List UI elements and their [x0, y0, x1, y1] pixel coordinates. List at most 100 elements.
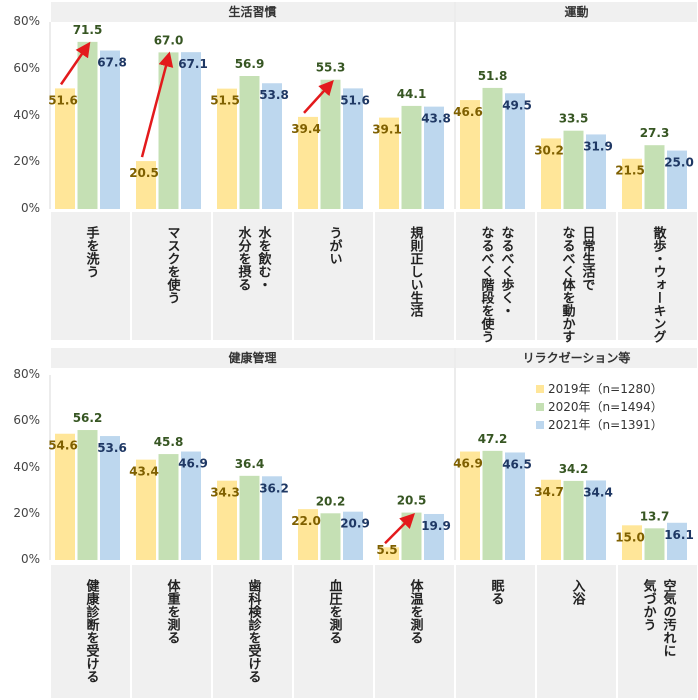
bar: [667, 522, 687, 560]
data-label: 51.6: [340, 93, 370, 107]
data-label: 20.5: [129, 166, 159, 180]
bar: [424, 513, 444, 560]
bar: [298, 509, 318, 560]
bar: [55, 433, 75, 560]
data-label: 43.4: [129, 465, 159, 479]
data-label: 13.7: [640, 509, 670, 523]
bar: [622, 158, 642, 209]
category-cell: マスクを使う: [132, 212, 211, 340]
data-label: 20.5: [397, 494, 427, 508]
category-label: なるべく歩く・ なるべく階段を使う: [478, 226, 514, 343]
bar: [379, 547, 399, 560]
bar: [262, 476, 282, 560]
bar: [320, 513, 341, 560]
bar: [401, 105, 422, 209]
category-label: 体温を測る: [407, 579, 423, 644]
data-label: 34.3: [210, 486, 240, 500]
data-label: 31.9: [583, 139, 613, 153]
bar: [586, 480, 606, 560]
bar: [298, 116, 318, 209]
bar: [460, 451, 480, 560]
bar: [482, 450, 503, 560]
data-label: 71.5: [73, 23, 103, 37]
data-label: 67.8: [97, 56, 127, 70]
category-cell: 空気の汚れに 気づかう: [618, 565, 697, 698]
category-cell: 散歩・ウォーキング: [618, 212, 697, 343]
trend-arrow: [384, 513, 416, 545]
bar: [424, 106, 444, 209]
data-label: 55.3: [316, 61, 346, 75]
bar: [667, 150, 687, 209]
data-label: 67.0: [154, 33, 184, 47]
data-label: 19.9: [421, 519, 451, 533]
bar: [401, 512, 422, 560]
bar: [541, 479, 561, 560]
data-label: 34.2: [559, 462, 589, 476]
bar: [622, 525, 642, 560]
legend-label: 2019年（n=1280）: [548, 382, 663, 396]
data-label: 43.8: [421, 112, 451, 126]
data-label: 25.0: [664, 156, 694, 170]
bar: [239, 75, 260, 209]
category-label: 散歩・ウォーキング: [650, 226, 666, 343]
data-label: 36.4: [235, 457, 265, 471]
data-label: 67.1: [178, 57, 208, 71]
y-tick-label: 40%: [13, 459, 40, 474]
category-label: 眠る: [488, 579, 504, 605]
data-label: 46.6: [453, 105, 483, 119]
category-label: マスクを使う: [164, 226, 180, 304]
bar: [55, 88, 75, 209]
category-cell: 血圧を測る: [294, 565, 373, 698]
bar: [379, 117, 399, 209]
data-label: 49.5: [502, 98, 532, 112]
bar: [217, 480, 237, 560]
category-cell: 体重を測る: [132, 565, 211, 698]
bar: [100, 50, 120, 209]
bar: [158, 52, 179, 210]
y-tick-label: 0%: [20, 552, 40, 566]
bar: [586, 134, 606, 209]
data-label: 5.5: [376, 543, 397, 557]
bar: [136, 161, 156, 209]
data-label: 16.1: [664, 528, 694, 542]
data-label: 53.6: [97, 441, 127, 455]
data-label: 39.1: [372, 123, 402, 137]
bar: [644, 145, 665, 209]
data-label: 51.6: [48, 93, 78, 107]
trend-arrow: [303, 80, 334, 114]
data-label: 34.4: [583, 485, 613, 499]
data-label: 34.7: [534, 485, 564, 499]
category-label: 規則正しい生活: [407, 226, 423, 317]
data-label: 46.9: [178, 457, 208, 471]
bar: [343, 88, 363, 209]
legend: 2019年（n=1280） 2020年（n=1494） 2021年（n=1391…: [536, 380, 663, 434]
y-tick-label: 20%: [13, 505, 40, 520]
data-label: 21.5: [615, 164, 645, 178]
section-header: 生活習慣: [51, 2, 454, 22]
legend-item-2019: 2019年（n=1280）: [536, 380, 663, 398]
data-label: 56.9: [235, 57, 265, 71]
category-label: 入浴: [569, 579, 585, 605]
y-tick-label: 60%: [13, 413, 40, 428]
y-tick-label: 40%: [13, 107, 40, 122]
y-tick-label: 60%: [13, 60, 40, 75]
category-cell: 入浴: [537, 565, 616, 698]
category-label: 日常生活で なるべく体を動かす: [559, 226, 595, 343]
legend-item-2020: 2020年（n=1494）: [536, 398, 663, 416]
data-label: 56.2: [73, 411, 103, 425]
bar: [77, 41, 98, 210]
category-cell: うがい: [294, 212, 373, 340]
bar: [181, 451, 201, 560]
bar: [644, 528, 665, 560]
y-tick-label: 80%: [13, 367, 40, 381]
data-label: 20.2: [316, 494, 346, 508]
data-label: 33.5: [559, 112, 589, 126]
section-header: リラクゼーション等: [456, 348, 697, 368]
data-label: 36.2: [259, 481, 289, 495]
bar: [77, 430, 98, 560]
category-cell: 健康診断を受ける: [51, 565, 130, 698]
category-label: 空気の汚れに 気づかう: [640, 579, 676, 657]
bar: [563, 480, 584, 560]
category-cell: 日常生活で なるべく体を動かす: [537, 212, 616, 343]
